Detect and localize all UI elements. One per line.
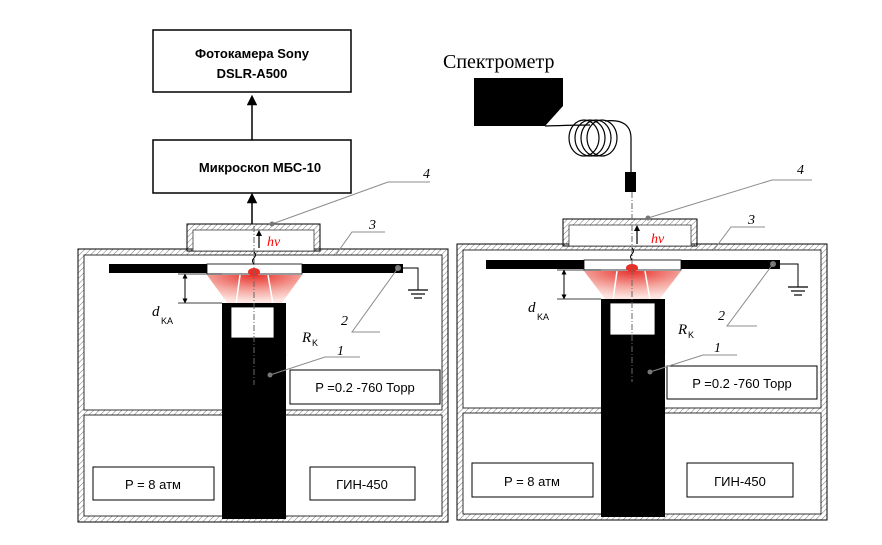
fiber-connector: [625, 172, 636, 192]
camera-box: [153, 30, 351, 92]
spectrometer-label: Спектрометр: [443, 51, 555, 73]
cathode-radius-subscript: K: [312, 338, 318, 348]
cathode-radius-label: R: [677, 322, 687, 338]
gap-label-subscript: KA: [537, 312, 549, 322]
cathode-radius-subscript: K: [688, 330, 694, 340]
camera-label-line2: DSLR-A500: [217, 66, 288, 81]
callout-4: 4: [423, 167, 430, 182]
right-setup: Спектрометр: [443, 51, 827, 520]
pressure-high-label: P = 8 атм: [504, 474, 560, 489]
generator-label: ГИН-450: [336, 477, 388, 492]
callout-2: 2: [718, 309, 725, 324]
gap-label: d: [152, 304, 160, 320]
gap-label: d: [528, 300, 536, 316]
fiber-coil-icon: [545, 120, 631, 172]
pressure-low-label: P =0.2 -760 Торр: [315, 380, 415, 395]
callout-3: 3: [368, 218, 376, 233]
gap-label-subscript: KA: [161, 316, 173, 326]
left-setup: Фотокамера Sony DSLR-A500 Микроскоп МБС-…: [78, 30, 448, 522]
callout-1: 1: [337, 344, 344, 359]
callout-4: 4: [797, 163, 804, 178]
camera-label-line1: Фотокамера Sony: [195, 46, 310, 61]
pressure-high-label: P = 8 атм: [125, 477, 181, 492]
hv-label: hν: [651, 232, 665, 247]
spectrometer-body: [474, 78, 563, 126]
callout-2: 2: [341, 314, 348, 329]
callout-1: 1: [714, 341, 721, 356]
microscope-label: Микроскоп МБС-10: [199, 160, 321, 175]
generator-label: ГИН-450: [714, 474, 766, 489]
pressure-low-label: P =0.2 -760 Торр: [692, 376, 792, 391]
cathode-radius-label: R: [301, 330, 311, 346]
hv-label: hν: [267, 235, 281, 250]
callout-3: 3: [747, 213, 755, 228]
